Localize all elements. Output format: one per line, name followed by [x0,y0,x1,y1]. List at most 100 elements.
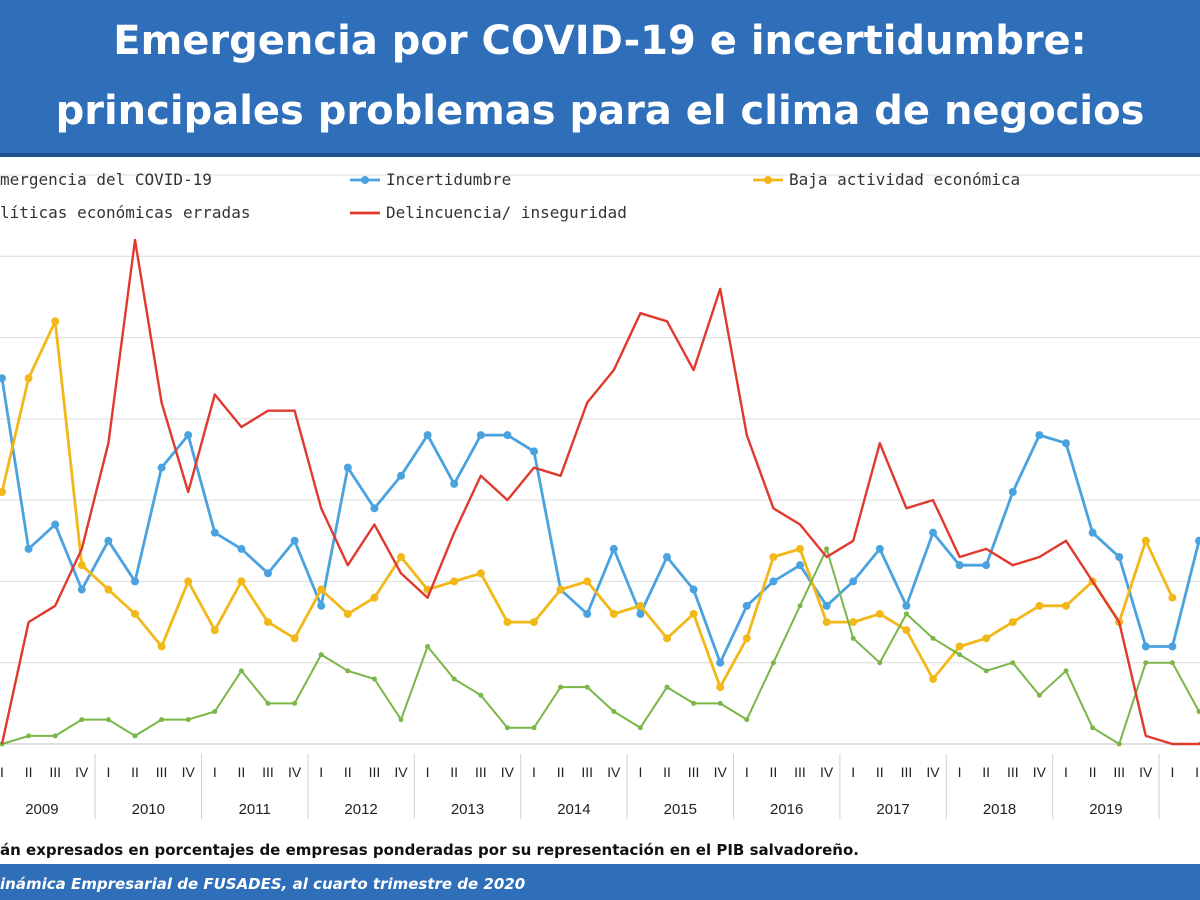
x-tick-label: III [49,764,61,780]
title-banner: Emergencia por COVID-19 e incertidumbre:… [0,0,1200,157]
x-tick-label: IV [607,764,621,780]
x-tick-label: I [426,764,430,780]
data-point [1168,642,1177,651]
x-tick-label: I [0,764,4,780]
data-point [1063,668,1069,674]
legend-label: mergencia del COVID-19 [0,170,212,189]
data-point [318,652,324,658]
data-point [1141,642,1150,651]
data-point [317,601,326,610]
data-point [877,660,883,666]
data-point [716,658,725,667]
x-tick-label: I [1170,764,1174,780]
data-point [1008,488,1017,497]
data-point [796,544,804,553]
legend-label: Baja actividad económica [789,170,1020,189]
data-point [51,317,60,326]
data-point [824,546,830,552]
legend-marker [764,176,772,184]
data-point [52,733,58,739]
data-point [663,634,671,643]
data-point [343,463,352,472]
x-tick-label: I [745,764,749,780]
x-tick-label: III [156,764,168,780]
data-point [104,585,113,594]
data-point [742,601,751,610]
data-point [157,463,166,472]
x-tick-label: II [1089,764,1097,780]
x-tick-label: III [688,764,700,780]
data-point [370,504,379,513]
data-point [503,431,512,440]
chart-title-line1: Emergencia por COVID-19 e incertidumbre: [113,18,1087,64]
data-point [1062,439,1070,448]
x-tick-label: I [638,764,642,780]
x-tick-label: III [794,764,806,780]
data-point [131,609,139,618]
data-point [237,577,246,586]
x-tick-label: III [262,764,274,780]
data-point [769,577,778,586]
data-point [503,618,512,627]
data-point [476,431,485,440]
data-point [822,601,831,610]
data-point [929,674,937,683]
data-point [902,601,911,610]
data-point [317,585,326,594]
source-text: inámica Empresarial de FUSADES, al cuart… [0,875,526,893]
data-point [292,700,298,706]
data-point [611,708,617,714]
data-point [637,725,643,731]
data-point [450,577,459,586]
x-tick-label: III [581,764,593,780]
data-point [423,431,432,440]
data-point [796,561,804,570]
data-point [397,471,405,480]
data-point [0,488,6,497]
data-point [290,634,299,643]
series-line [0,377,1200,665]
data-point [1141,536,1150,545]
data-point [210,626,219,635]
x-tick-label: III [1113,764,1125,780]
data-point [1036,692,1042,698]
data-point [77,561,86,570]
data-point [51,520,60,529]
data-point [556,585,565,594]
data-point [425,643,431,649]
data-point [849,577,858,586]
line-chart: I II III IV I II III IV I II III IV I II III IV I II III IV… [0,170,1200,819]
data-point [982,634,991,643]
x-tick-label: IV [288,764,302,780]
legend-label: Incertidumbre [386,170,511,189]
year-label: 2013 [451,801,484,818]
data-point [744,717,750,723]
data-point [159,717,165,723]
data-point [558,684,564,690]
year-label: 2016 [770,801,803,818]
data-point [770,660,776,666]
legend-marker [361,176,369,184]
data-point [930,635,936,641]
data-point [742,634,751,643]
x-tick-label: II [982,764,990,780]
data-point [237,544,246,553]
data-point [609,544,618,553]
chart-title-line2: principales problemas para el clima de n… [55,88,1145,134]
year-label: 2015 [664,801,697,818]
data-point [1168,593,1177,602]
data-point [476,569,485,578]
data-point [955,642,964,651]
x-tick-label: II [344,764,352,780]
data-point [663,553,671,562]
data-point [185,717,191,723]
data-point [451,676,457,682]
data-point [609,609,618,618]
year-label: 2011 [239,801,271,818]
data-point [1116,741,1122,747]
x-tick-label: III [475,764,487,780]
data-point [664,684,670,690]
x-tick-label: II [238,764,246,780]
series-line [0,238,1200,746]
data-point [955,561,964,570]
